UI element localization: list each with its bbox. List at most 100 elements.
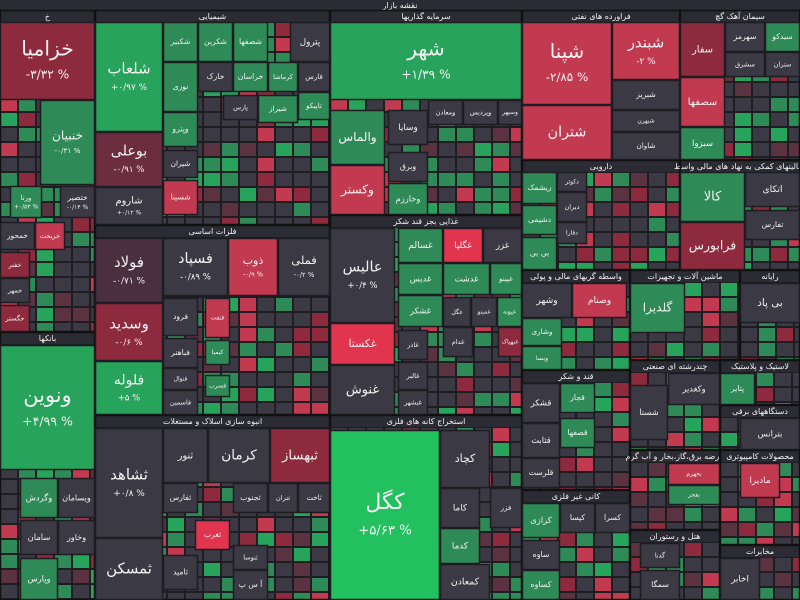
- filler-cell: [576, 342, 594, 357]
- tile: [439, 429, 491, 489]
- filler-cell: [776, 342, 794, 357]
- filler-cell: [684, 587, 702, 600]
- tile-name: کیمیا: [212, 349, 224, 356]
- tile-change: +۰/۹۷ %: [111, 83, 148, 93]
- filler-cell: [293, 387, 311, 402]
- sector-header: [330, 415, 522, 427]
- tile-change: +۱/۳۹ %: [401, 68, 450, 82]
- filler-cell: [734, 82, 752, 97]
- tile-name: غبشهر: [403, 399, 422, 407]
- tile-name: کرازی: [530, 515, 551, 525]
- tile-name: تاپیکو: [305, 101, 322, 110]
- filler-cell: [666, 432, 684, 447]
- filler-cell: [756, 507, 774, 522]
- filler-cell: [792, 387, 800, 402]
- tile-name: شصفها: [239, 37, 262, 46]
- filler-cell: [239, 142, 257, 157]
- tile: [521, 104, 613, 161]
- filler-cell: [770, 82, 788, 97]
- filler-cell: [666, 232, 680, 247]
- filler-cell: [203, 577, 221, 592]
- filler-cell: [275, 387, 293, 402]
- filler-cell: [54, 277, 72, 292]
- filler-cell: [311, 142, 329, 157]
- tile: [629, 384, 669, 441]
- sector-header: [522, 160, 680, 172]
- tile: [39, 99, 96, 186]
- tile: [719, 372, 756, 406]
- tile: [442, 262, 491, 296]
- filler-cell: [36, 307, 54, 322]
- tile-change: -۰/۲ %: [294, 271, 315, 279]
- tile-name: پترول: [300, 38, 321, 48]
- filler-cell: [630, 477, 648, 492]
- filler-cell: [275, 372, 293, 387]
- tile: [197, 61, 234, 93]
- filler-cell: [185, 217, 203, 225]
- sector-header: [630, 270, 740, 282]
- filler-cell: [756, 387, 774, 402]
- tile-name: ونوین: [23, 383, 71, 407]
- filler-cell: [275, 562, 293, 577]
- tile-name: بی پاد: [757, 297, 783, 309]
- tile-name: ثفارس: [170, 493, 191, 502]
- tile-name: فسرب: [209, 383, 226, 390]
- tile-name: بجهرم: [686, 471, 702, 478]
- filler-cell: [648, 477, 666, 492]
- filler-cell: [594, 592, 612, 600]
- filler-cell: [275, 592, 293, 600]
- filler-cell: [774, 372, 792, 387]
- filler-cell: [492, 377, 510, 392]
- tile-change: +۰/۵۳ %: [14, 203, 39, 210]
- tile: [521, 204, 558, 236]
- filler-cell: [594, 562, 612, 577]
- filler-cell: [648, 187, 666, 202]
- filler-cell: [666, 507, 684, 522]
- filler-cell: [576, 547, 594, 562]
- filler-cell: [594, 382, 612, 397]
- filler-cell: [770, 142, 788, 157]
- tile-name: ثنور: [177, 451, 194, 462]
- tile-name: ورنا: [21, 193, 32, 202]
- sector-header: [630, 450, 720, 462]
- sector-header: [330, 10, 522, 22]
- sector-title: سیمان آهک گچ: [715, 11, 765, 21]
- filler-cell: [293, 592, 311, 600]
- filler-cell: [438, 392, 456, 407]
- tile: [257, 94, 299, 124]
- tile-name: فاسمین: [170, 399, 191, 407]
- filler-cell: [492, 202, 510, 215]
- filler-cell: [770, 262, 788, 270]
- tile: [556, 171, 588, 193]
- filler-cell: [776, 327, 794, 342]
- filler-cell: [684, 417, 702, 432]
- filler-cell: [510, 377, 522, 392]
- filler-cell: [293, 312, 311, 327]
- sector-title: چندرشته ای صنعتی: [643, 362, 708, 371]
- filler-cell: [666, 247, 680, 262]
- filler-cell: [612, 187, 630, 202]
- filler-cell: [792, 477, 800, 492]
- filler-cell: [293, 532, 311, 547]
- tile: [521, 539, 561, 571]
- filler-cell: [257, 402, 275, 415]
- tile: [559, 417, 596, 449]
- filler-cell: [275, 342, 293, 357]
- filler-cell: [0, 584, 18, 599]
- filler-cell: [770, 112, 788, 127]
- filler-cell: [612, 397, 630, 412]
- tile: [482, 227, 523, 264]
- sector-title: کانی غیر فلزی: [552, 492, 601, 501]
- tile: [611, 21, 681, 81]
- sector-title: واسطه گریهای مالی و پولی: [530, 271, 622, 281]
- tile: [267, 61, 299, 93]
- tile-name: ثنوسا: [243, 554, 258, 562]
- sector-header: [330, 215, 522, 227]
- tile-name: کچاد: [455, 452, 476, 465]
- tile-name: فولاد: [114, 253, 144, 271]
- filler-cell: [438, 172, 456, 187]
- tile: [94, 131, 164, 188]
- tile: [94, 237, 164, 304]
- tile: [397, 361, 429, 391]
- filler-cell: [774, 387, 792, 402]
